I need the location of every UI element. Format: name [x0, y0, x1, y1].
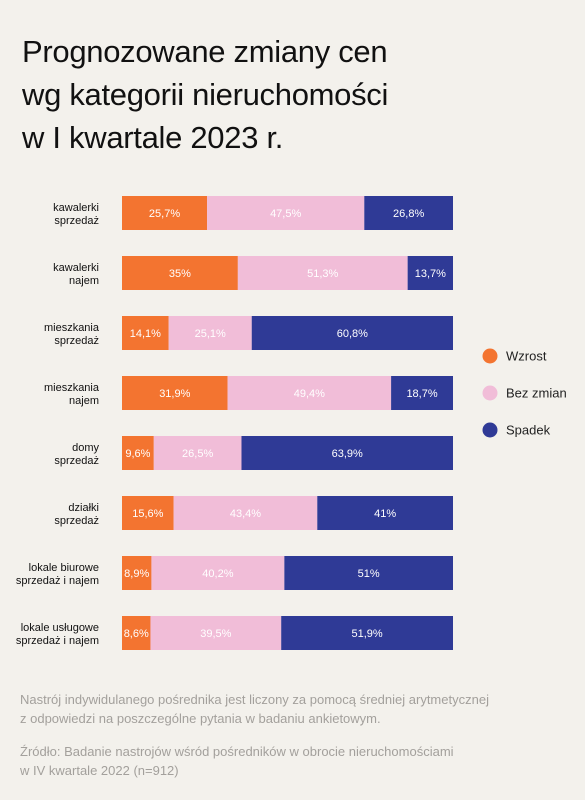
stacked-bar-chart: kawalerki sprzedaż 25,7% 47,5% 26,8% kawalerk… [16, 196, 567, 650]
bar-segment [407, 256, 453, 290]
category-label: działki sprzedaż [54, 502, 99, 527]
category-label: lokale biurowe sprzedaż i najem [16, 562, 99, 587]
bar-segment [207, 196, 365, 230]
legend-label: Bez zmian [506, 386, 567, 401]
method-note: Nastrój indywidulanego pośrednika jest l… [20, 690, 565, 728]
data-label: 26,8% [393, 208, 424, 220]
title-line: w I kwartale 2023 r. [22, 120, 284, 155]
data-label: 9,6% [125, 448, 150, 460]
legend-marker [482, 385, 498, 401]
data-label: 60,8% [337, 328, 368, 340]
title-line: Prognozowane zmiany cen [22, 34, 388, 69]
category-label: mieszkania sprzedaż [44, 322, 100, 347]
bar-segment [151, 556, 285, 590]
legend-marker [482, 422, 498, 438]
bar-segment [122, 316, 169, 350]
data-label: 63,9% [332, 448, 363, 460]
legend-marker [482, 348, 498, 364]
data-label: 49,4% [294, 388, 325, 400]
data-label: 43,4% [230, 508, 261, 520]
data-label: 31,9% [159, 388, 190, 400]
data-label: 51,9% [352, 628, 383, 640]
category-label: kawalerki sprzedaż [53, 202, 99, 227]
bar-segment [317, 496, 453, 530]
bar-segment [122, 196, 208, 230]
category-label: lokale usługowe sprzedaż i najem [16, 622, 99, 647]
source-note-line: w IV kwartale 2022 (n=912) [20, 763, 179, 778]
category-label: mieszkania najem [44, 382, 100, 407]
data-label: 40,2% [202, 568, 233, 580]
category-label: domy sprzedaż [54, 442, 99, 467]
bar-segment [284, 556, 453, 590]
bar-segment [364, 196, 453, 230]
chart-title: Prognozowane zmiany cen wg kategorii nie… [22, 30, 542, 159]
data-label: 25,1% [195, 328, 226, 340]
data-label: 47,5% [270, 208, 301, 220]
bar-segment [122, 496, 174, 530]
source-note-line: Źródło: Badanie nastrojów wśród pośredni… [20, 744, 454, 759]
title-line: wg kategorii nieruchomości [22, 77, 389, 112]
bar-segment [227, 376, 392, 410]
bar-segment [237, 256, 408, 290]
data-label: 35% [169, 268, 191, 280]
bar-segment [241, 436, 453, 470]
data-label: 15,6% [132, 508, 163, 520]
legend-label: Spadek [506, 423, 551, 438]
data-label: 14,1% [130, 328, 161, 340]
bar-segment [281, 616, 453, 650]
bar-segment [391, 376, 453, 410]
data-label: 13,7% [415, 268, 446, 280]
data-label: 18,7% [406, 388, 437, 400]
bar-segment [168, 316, 252, 350]
bar-segment [122, 556, 152, 590]
legend-label: Wzrost [506, 349, 547, 364]
bar-segment [153, 436, 242, 470]
data-label: 25,7% [149, 208, 180, 220]
data-label: 8,9% [124, 568, 149, 580]
data-label: 41% [374, 508, 396, 520]
bar-segment [173, 496, 318, 530]
data-label: 26,5% [182, 448, 213, 460]
data-label: 51,3% [307, 268, 338, 280]
bar-segment [122, 376, 228, 410]
bar-segment [122, 256, 238, 290]
bar-segment [150, 616, 282, 650]
method-note-line: z odpowiedzi na poszczególne pytania w b… [20, 711, 381, 726]
data-label: 39,5% [200, 628, 231, 640]
bar-segment [122, 436, 154, 470]
bar-segment [122, 616, 151, 650]
data-label: 8,6% [124, 628, 149, 640]
bar-segment [251, 316, 453, 350]
method-note-line: Nastrój indywidulanego pośrednika jest l… [20, 692, 489, 707]
category-label: kawalerki najem [53, 262, 99, 287]
source-note: Źródło: Badanie nastrojów wśród pośredni… [20, 742, 565, 780]
data-label: 51% [358, 568, 380, 580]
